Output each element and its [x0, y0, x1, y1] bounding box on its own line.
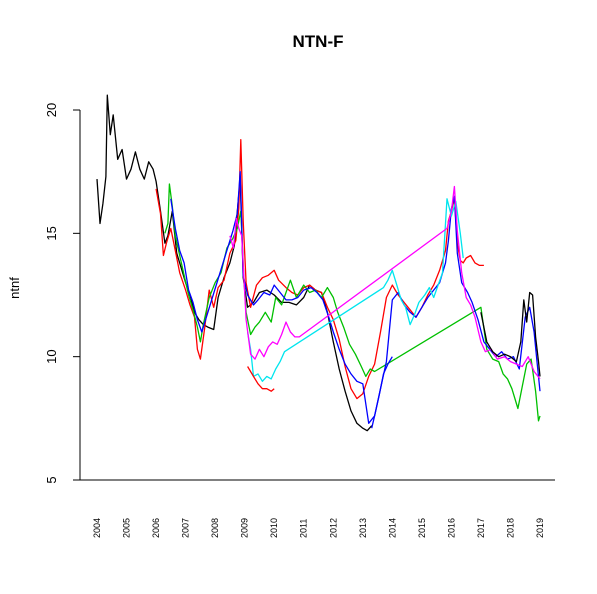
x-tick-label: 2007 — [181, 518, 191, 538]
y-tick-label: 15 — [44, 226, 59, 240]
x-tick-label: 2013 — [358, 518, 368, 538]
chart-title: NTN-F — [293, 32, 344, 51]
series-line-1 — [97, 95, 372, 431]
series-line-2 — [156, 140, 484, 399]
x-tick-label: 2019 — [535, 518, 545, 538]
series-layer — [97, 95, 540, 431]
series-line-6 — [230, 187, 540, 379]
series-line-4 — [171, 172, 540, 424]
series-line-3 — [165, 184, 540, 421]
x-ticks: 2004 2005 2006 2007 2008 2009 2010 2011 2012 2013… — [92, 518, 545, 538]
x-tick-label: 2015 — [417, 518, 427, 538]
x-tick-label: 2010 — [269, 518, 279, 538]
x-tick-label: 2009 — [240, 518, 250, 538]
y-axis-label: ntnf — [7, 277, 22, 299]
y-tick-label: 5 — [44, 476, 59, 483]
x-tick-label: 2011 — [299, 519, 309, 538]
x-tick-label: 2012 — [328, 518, 338, 538]
x-tick-label: 2005 — [122, 518, 132, 538]
x-tick-label: 2018 — [505, 518, 515, 538]
x-tick-label: 2008 — [210, 518, 220, 538]
x-tick-label: 2016 — [446, 518, 456, 538]
y-tick-label: 10 — [44, 349, 59, 363]
x-tick-label: 2017 — [476, 518, 486, 538]
x-tick-label: 2014 — [387, 518, 397, 538]
y-tick-label: 20 — [44, 103, 59, 117]
y-ticks: 5 10 15 20 — [44, 103, 80, 484]
x-tick-label: 2006 — [151, 518, 161, 538]
x-tick-label: 2004 — [92, 518, 102, 538]
